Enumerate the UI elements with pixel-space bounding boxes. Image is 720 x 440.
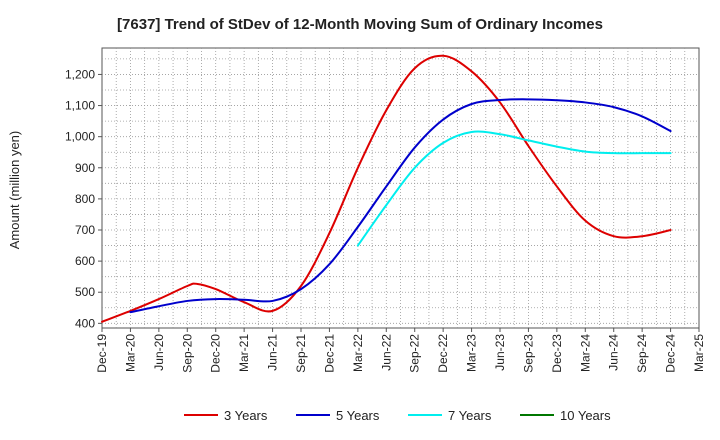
y-tick-label: 400 [75, 316, 95, 330]
plot-area [101, 47, 700, 329]
grid-lines [102, 48, 699, 328]
x-tick-label: Sep-23 [521, 334, 535, 373]
y-tick-label: 800 [75, 192, 95, 206]
legend-label-7-years: 7 Years [448, 408, 492, 423]
y-tick-label: 600 [75, 254, 95, 268]
x-tick-label: Jun-24 [607, 334, 621, 371]
x-tick-label: Sep-20 [180, 334, 194, 373]
chart-title: [7637] Trend of StDev of 12-Month Moving… [117, 16, 603, 33]
y-tick-label: 1,200 [65, 67, 95, 81]
x-tick-label: Dec-20 [209, 334, 223, 373]
y-tick-label: 700 [75, 223, 95, 237]
x-tick-label: Dec-21 [322, 334, 336, 373]
y-tick-label: 1,000 [65, 130, 95, 144]
series-line-3-years [101, 54, 672, 323]
x-tick-label: Mar-21 [237, 334, 251, 372]
legend-label-3-years: 3 Years [224, 408, 268, 423]
y-axis-ticks: 400 500 600 700 800 900 1,000 1,100 1,200 [65, 67, 102, 330]
x-tick-label: Sep-21 [294, 334, 308, 373]
y-tick-label: 500 [75, 285, 95, 299]
x-tick-label: Mar-20 [123, 334, 137, 372]
x-tick-label: Mar-23 [465, 334, 479, 372]
x-tick-label: Dec-23 [550, 334, 564, 373]
x-tick-label: Jun-20 [152, 334, 166, 371]
x-tick-label: Jun-22 [379, 334, 393, 371]
x-tick-label: Sep-22 [408, 334, 422, 373]
legend: 3 Years 5 Years 7 Years 10 Years [184, 408, 611, 423]
x-axis-ticks: Dec-19 Mar-20 Jun-20 Sep-20 Dec-20 Mar-21 Jun-… [95, 328, 706, 373]
x-tick-label: Mar-25 [692, 334, 706, 372]
x-tick-label: Mar-22 [351, 334, 365, 372]
x-tick-label: Sep-24 [635, 334, 649, 373]
y-tick-label: 1,100 [65, 99, 95, 113]
x-tick-label: Jun-23 [493, 334, 507, 371]
x-tick-label: Dec-22 [436, 334, 450, 373]
legend-label-5-years: 5 Years [336, 408, 380, 423]
x-tick-label: Mar-24 [578, 334, 592, 372]
y-axis-label: Amount (million yen) [7, 131, 22, 250]
legend-label-10-years: 10 Years [560, 408, 611, 423]
series-line-5-years [129, 98, 672, 314]
x-tick-label: Dec-19 [95, 334, 109, 373]
series-line-7-years [356, 130, 672, 247]
y-tick-label: 900 [75, 161, 95, 175]
series-lines [101, 54, 672, 323]
x-tick-label: Jun-21 [266, 334, 280, 371]
x-tick-label: Dec-24 [664, 334, 678, 373]
